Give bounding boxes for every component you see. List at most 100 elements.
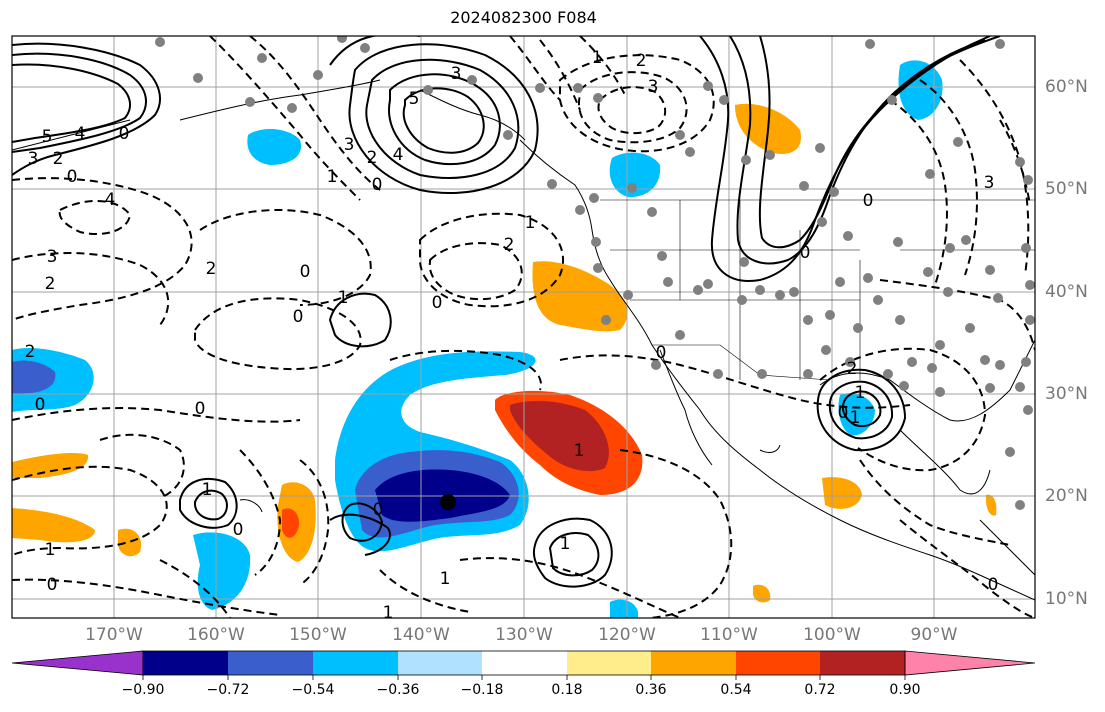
graticule — [12, 36, 1035, 618]
colorbar-segment — [651, 651, 736, 675]
colorbar-segment — [398, 651, 482, 675]
contour-label: 0 — [293, 307, 304, 327]
colorbar — [11, 650, 1036, 680]
contour-label: 2 — [53, 149, 64, 169]
contour-label: 0 — [233, 520, 244, 540]
negative-anomaly-region — [609, 152, 661, 198]
longitude-label: 100°W — [803, 625, 861, 645]
positive-anomaly-region — [753, 584, 771, 603]
positive-anomaly-region — [986, 494, 997, 516]
contour-label: 2 — [367, 148, 378, 168]
colorbar-segment — [143, 651, 228, 675]
contour-label: 3 — [984, 173, 995, 193]
negative-anomaly-region — [193, 532, 251, 610]
contour-label: 0 — [119, 124, 130, 144]
contour-label: 5 — [409, 89, 420, 109]
positive-anomaly-region — [532, 261, 628, 332]
contour-label: 0 — [47, 575, 58, 595]
contour-label: 0 — [300, 262, 311, 282]
colorbar-tick-label: 0.72 — [804, 682, 836, 698]
contour-label: 0 — [656, 343, 667, 363]
contour-label: 0 — [838, 403, 849, 423]
colorbar-segment — [820, 651, 905, 675]
colorbar-tick-label: 0.18 — [551, 682, 583, 698]
contour-label: 0 — [372, 175, 383, 195]
latitude-label: 30°N — [1045, 384, 1088, 404]
contour-label: 5 — [42, 127, 53, 147]
longitude-label: 120°W — [598, 625, 656, 645]
contour-label: 2 — [45, 274, 56, 294]
longitude-label: 130°W — [495, 625, 553, 645]
contour-label: 3 — [451, 64, 462, 84]
colorbar-tick-label: −0.36 — [376, 682, 420, 698]
contour-label: 0 — [800, 243, 811, 263]
longitude-label: 90°W — [910, 625, 958, 645]
longitude-label: 170°W — [85, 625, 143, 645]
colorbar-tick-label: 0.90 — [889, 682, 921, 698]
latitude-label: 60°N — [1045, 77, 1088, 97]
positive-anomaly-region — [12, 452, 89, 478]
latitude-label: 10°N — [1045, 589, 1088, 609]
contour-label: 1 — [440, 569, 451, 589]
contour-label: 3 — [47, 247, 58, 267]
contour-label: 1 — [202, 480, 213, 500]
colorbar-min-arrow — [11, 650, 144, 676]
positive-anomaly-region — [282, 508, 300, 538]
longitude-label: 140°W — [392, 625, 450, 645]
colorbar-segment — [482, 651, 567, 675]
colorbar-segment — [567, 651, 651, 675]
negative-anomaly-region — [247, 128, 302, 165]
map-title: 2024082300 F084 — [450, 8, 597, 27]
contour-label: 4 — [393, 145, 404, 165]
contour-label: 0 — [863, 191, 874, 211]
positive-anomaly-region — [118, 528, 142, 557]
contour-label: 0 — [35, 395, 46, 415]
observation-stations — [155, 36, 1035, 510]
colorbar-tick-label: 0.54 — [720, 682, 752, 698]
negative-anomaly-region — [898, 60, 943, 120]
latitude-label: 50°N — [1045, 179, 1088, 199]
map-frame — [11, 35, 1036, 619]
contour-label: 1 — [855, 383, 866, 403]
contour-label: 1 — [327, 167, 338, 187]
contour-label: 1 — [338, 288, 349, 308]
colorbar-segment — [736, 651, 820, 675]
contour-label-group: 3 5 4 3 2 0 4 5 4 3 2 0 2 3 2 0 1 2 3 0 … — [25, 48, 999, 623]
colorbar-tick-label: −0.72 — [206, 682, 250, 698]
colorbar-tick-label: −0.18 — [460, 682, 504, 698]
coastlines — [12, 79, 1035, 601]
colorbar-outline — [142, 650, 906, 676]
negative-anomaly-region — [610, 599, 638, 618]
positive-anomaly-region — [822, 477, 862, 509]
contour-label: 1 — [525, 213, 536, 233]
contour-label: 1 — [560, 534, 571, 554]
colorbar-segment — [313, 651, 398, 675]
longitude-label: 110°W — [700, 625, 758, 645]
contour-label: 1 — [592, 48, 603, 68]
contour-label: 3 — [28, 149, 39, 169]
contour-label: 3 — [648, 77, 659, 97]
contour-label: 0 — [988, 575, 999, 595]
longitude-label: 150°W — [289, 625, 347, 645]
contour-label: 0 — [432, 293, 443, 313]
anomaly-shading — [12, 60, 997, 618]
contour-label: 1 — [574, 441, 585, 461]
contour-label: 0 — [195, 399, 206, 419]
latitude-label: 20°N — [1045, 486, 1088, 506]
colorbar-segment — [228, 651, 313, 675]
contour-label: 2 — [25, 342, 36, 362]
contour-label: 2 — [636, 51, 647, 71]
contour-label: 2 — [206, 259, 217, 279]
contour-label: 4 — [75, 124, 86, 144]
positive-anomaly-region — [510, 400, 609, 472]
contour-label: 0 — [373, 500, 384, 520]
positive-anomaly-region — [12, 508, 95, 543]
longitude-label: 160°W — [187, 625, 245, 645]
latitude-label: 40°N — [1045, 282, 1088, 302]
colorbar-max-arrow — [904, 650, 1036, 676]
negative-anomaly-region — [12, 360, 56, 394]
storm-center-marker — [440, 494, 456, 510]
contour-label: 0 — [67, 167, 78, 187]
contour-label: 1 — [850, 408, 861, 428]
